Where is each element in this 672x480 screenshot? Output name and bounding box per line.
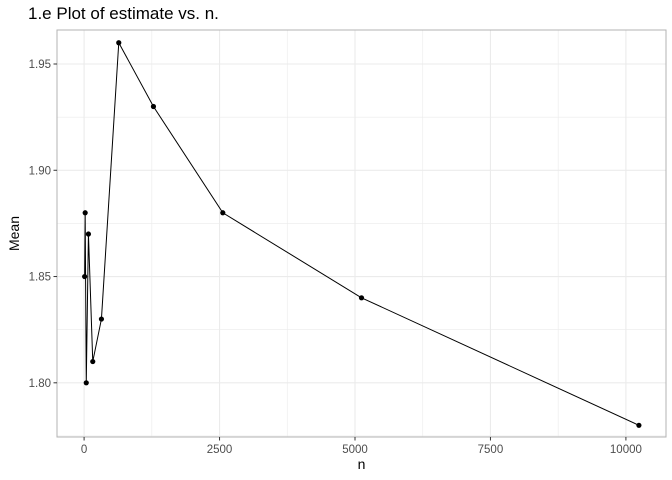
data-point [98,316,105,322]
x-tick-label: 2500 [207,444,233,456]
data-point [83,380,89,386]
series-line [84,40,640,426]
x-tick-label: 7500 [478,444,504,456]
data-point [116,40,122,46]
y-axis-title: Mean [6,216,22,251]
x-tick-label: 0 [81,444,87,456]
data-point [82,273,88,280]
x-axis-title: n [358,456,366,472]
y-tick-label: 1.85 [29,272,51,284]
x-tick-label: 5000 [342,444,368,456]
data-point [90,358,96,365]
data-marks [82,40,642,428]
y-tick-label: 1.80 [29,378,51,390]
axis-ticks: 0 2500 5000 7500 10000 1.80 1.85 1.90 1.95 [29,59,642,456]
data-point [150,103,157,110]
data-point [636,422,642,428]
data-point [220,210,226,216]
chart-title: 1.e Plot of estimate vs. n. [28,4,219,23]
y-tick-label: 1.90 [29,165,51,177]
y-tick-label: 1.95 [29,59,51,71]
data-point [85,231,92,237]
data-point [82,210,88,216]
panel-border [56,29,667,438]
x-tick-label: 10000 [610,444,642,456]
grid [57,30,666,437]
data-point [358,295,365,301]
